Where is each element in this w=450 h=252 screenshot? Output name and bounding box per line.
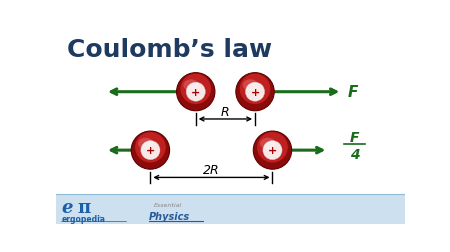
Text: Physics: Physics bbox=[148, 211, 190, 222]
Text: +: + bbox=[146, 146, 155, 155]
Ellipse shape bbox=[257, 133, 288, 163]
Ellipse shape bbox=[176, 73, 215, 111]
Ellipse shape bbox=[186, 83, 205, 102]
Text: F: F bbox=[347, 85, 358, 100]
Text: ergopedia: ergopedia bbox=[62, 214, 105, 223]
Ellipse shape bbox=[260, 138, 275, 150]
Ellipse shape bbox=[236, 73, 274, 111]
Ellipse shape bbox=[253, 132, 292, 170]
Text: 4: 4 bbox=[350, 147, 359, 161]
Ellipse shape bbox=[131, 132, 170, 170]
FancyBboxPatch shape bbox=[56, 194, 405, 224]
Text: 2R: 2R bbox=[203, 164, 220, 176]
Ellipse shape bbox=[263, 141, 282, 160]
Text: π: π bbox=[77, 198, 90, 216]
Text: F: F bbox=[350, 130, 359, 144]
Text: +: + bbox=[250, 87, 260, 97]
Text: +: + bbox=[268, 146, 277, 155]
Ellipse shape bbox=[135, 133, 166, 163]
Ellipse shape bbox=[243, 80, 258, 91]
Ellipse shape bbox=[141, 141, 160, 160]
Text: e: e bbox=[62, 198, 73, 216]
Ellipse shape bbox=[138, 138, 153, 150]
Text: Essential: Essential bbox=[154, 202, 182, 207]
Ellipse shape bbox=[180, 74, 211, 105]
Text: +: + bbox=[191, 87, 200, 97]
Ellipse shape bbox=[245, 83, 265, 102]
Text: R: R bbox=[221, 105, 230, 118]
Ellipse shape bbox=[240, 74, 270, 105]
Text: ™: ™ bbox=[96, 215, 101, 220]
Text: Coulomb’s law: Coulomb’s law bbox=[67, 38, 272, 62]
Ellipse shape bbox=[183, 80, 198, 91]
